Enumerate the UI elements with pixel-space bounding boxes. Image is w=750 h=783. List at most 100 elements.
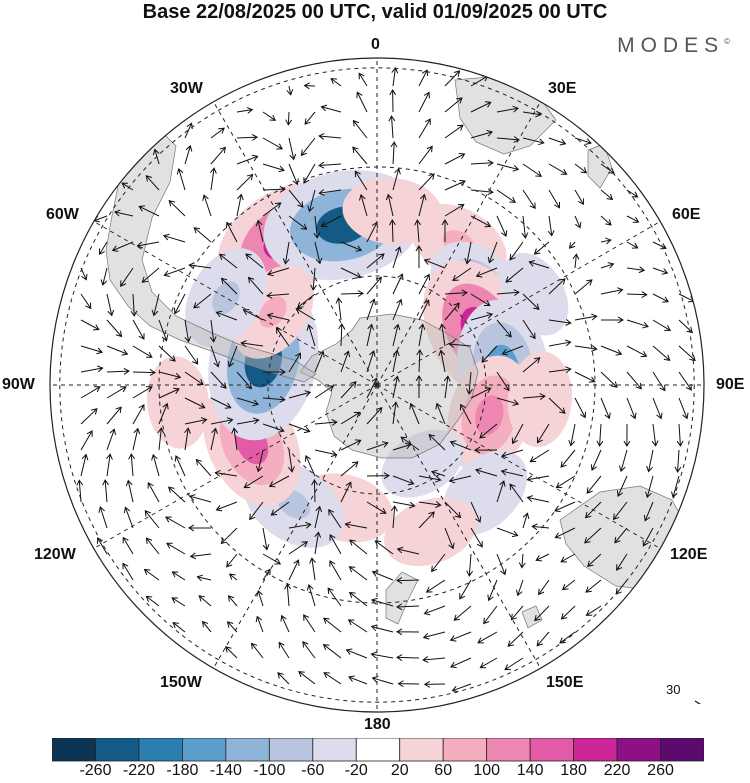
wind-arrow bbox=[422, 656, 446, 664]
wind-arrow bbox=[328, 508, 342, 529]
wind-arrow bbox=[318, 132, 342, 140]
wind-arrow bbox=[449, 631, 472, 642]
wind-arrow bbox=[574, 397, 587, 419]
wind-arrow bbox=[423, 680, 446, 688]
wind-arrow bbox=[288, 137, 297, 161]
wind-arrow bbox=[616, 475, 628, 497]
wind-arrow bbox=[226, 553, 238, 568]
wind-arrow bbox=[522, 293, 540, 310]
wind-arrow bbox=[277, 672, 290, 685]
wind-arrow bbox=[397, 680, 420, 688]
wind-arrow bbox=[466, 371, 473, 395]
lon-label-180: 180 bbox=[364, 716, 391, 733]
wind-arrow bbox=[280, 614, 290, 633]
wind-arrow bbox=[366, 298, 376, 321]
wind-arrow bbox=[163, 267, 186, 277]
colorbar-tick-label: -100 bbox=[253, 762, 286, 779]
colorbar-tick-label: 60 bbox=[434, 762, 453, 779]
wind-arrow bbox=[255, 219, 264, 243]
wind-arrow bbox=[510, 605, 524, 621]
wind-arrow bbox=[448, 340, 472, 348]
wind-arrow bbox=[477, 631, 498, 644]
wind-arrow bbox=[318, 161, 342, 169]
wind-arrow bbox=[184, 397, 206, 409]
wind-arrow bbox=[509, 241, 524, 261]
wind-arrow bbox=[418, 69, 429, 87]
wind-arrow bbox=[306, 324, 316, 347]
wind-arrow bbox=[448, 475, 472, 484]
wind-arrow bbox=[548, 163, 568, 175]
wind-arrow bbox=[414, 219, 422, 243]
wind-arrow bbox=[98, 506, 108, 529]
wind-arrow bbox=[626, 266, 646, 274]
wind-arrow bbox=[392, 323, 401, 347]
wind-arrow bbox=[396, 628, 420, 636]
wind-arrow bbox=[470, 293, 491, 307]
wind-arrow bbox=[314, 241, 323, 265]
wind-arrow bbox=[80, 430, 93, 451]
map-title: Base 22/08/2025 00 UTC, valid 01/09/2025… bbox=[142, 1, 608, 23]
wind-arrow bbox=[266, 312, 290, 321]
wind-arrow bbox=[122, 536, 134, 555]
wind-arrow bbox=[528, 260, 550, 269]
wind-arrow bbox=[220, 277, 238, 295]
wind-arrow bbox=[536, 423, 550, 444]
wind-arrow bbox=[449, 440, 472, 451]
wind-arrow bbox=[306, 583, 316, 607]
wind-arrow bbox=[574, 163, 588, 174]
colorbar-swatch bbox=[268, 738, 314, 762]
wind-arrow bbox=[418, 145, 433, 165]
wind-arrow bbox=[123, 506, 134, 529]
wind-arrow bbox=[396, 577, 420, 584]
wind-arrow bbox=[262, 185, 286, 193]
wind-arrow bbox=[600, 397, 611, 420]
wind-arrow bbox=[560, 553, 576, 563]
wind-arrow bbox=[141, 267, 160, 283]
wind-arrow bbox=[145, 595, 160, 607]
wind-arrow bbox=[600, 163, 615, 174]
wind-arrow bbox=[144, 510, 160, 529]
wind-arrow bbox=[157, 427, 165, 451]
wind-arrow bbox=[392, 298, 403, 321]
wind-arrow bbox=[418, 173, 435, 191]
wind-arrow bbox=[623, 423, 631, 447]
wind-arrow bbox=[184, 417, 208, 425]
wind-arrow bbox=[130, 293, 138, 317]
lon-label-90w: 90W bbox=[2, 376, 35, 393]
wind-arrow bbox=[303, 614, 316, 633]
wind-arrow bbox=[236, 193, 244, 217]
meridian-line bbox=[213, 384, 378, 669]
wind-arrow bbox=[366, 323, 375, 347]
wind-arrow bbox=[548, 189, 561, 209]
wind-arrow bbox=[652, 319, 671, 331]
wind-arrow bbox=[522, 357, 541, 373]
lon-label-120e: 120E bbox=[670, 546, 708, 563]
wind-arrow bbox=[496, 371, 510, 392]
wind-arrow bbox=[132, 319, 145, 340]
wind-arrow bbox=[652, 241, 667, 250]
wind-arrow bbox=[314, 505, 323, 529]
wind-arrow bbox=[643, 501, 654, 522]
wind-arrow bbox=[626, 189, 639, 198]
wind-arrow bbox=[423, 605, 446, 616]
wind-arrow bbox=[132, 427, 141, 451]
wind-arrow bbox=[344, 521, 368, 529]
wind-arrow bbox=[366, 276, 382, 295]
wind-arrow bbox=[262, 163, 285, 173]
wind-arrow bbox=[390, 141, 398, 165]
wind-arrow bbox=[184, 427, 191, 451]
wind-arrow bbox=[188, 262, 212, 270]
wind-arrow bbox=[428, 434, 446, 451]
wind-arrow bbox=[132, 386, 153, 399]
wind-arrow bbox=[356, 91, 368, 113]
wind-arrow bbox=[106, 386, 127, 399]
wind-arrow bbox=[526, 495, 550, 503]
wind-arrow bbox=[172, 621, 186, 633]
wind-arrow bbox=[288, 215, 308, 230]
wind-arrow bbox=[388, 115, 396, 139]
wind-arrow bbox=[522, 189, 536, 210]
wind-arrow bbox=[304, 111, 316, 125]
wind-arrow bbox=[210, 417, 234, 425]
colorbar-swatch bbox=[355, 738, 401, 762]
wind-arrow bbox=[176, 167, 186, 191]
